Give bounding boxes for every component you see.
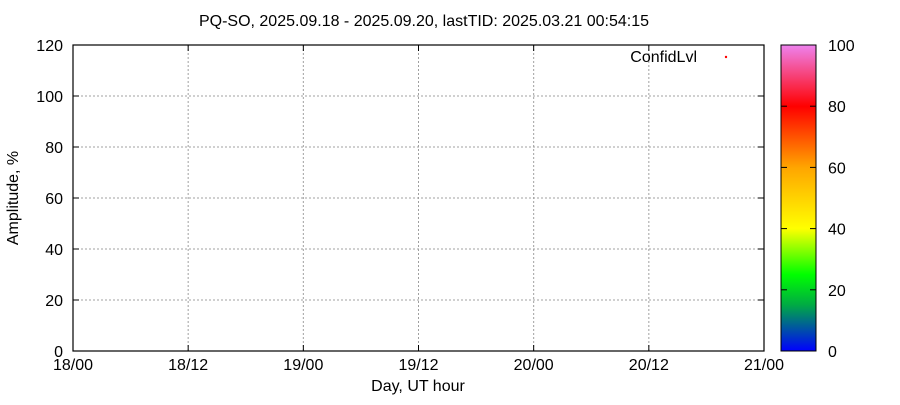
x-axis: 18/00 18/12 19/00 19/12 20/00 20/12 21/00 — [53, 45, 784, 374]
colorbar-tick-label: 60 — [828, 160, 846, 177]
colorbar-tick-label: 40 — [828, 222, 846, 239]
colorbar-tick-label: 20 — [828, 283, 846, 300]
x-tick-label: 20/12 — [629, 357, 669, 374]
colorbar — [780, 44, 817, 352]
colorbar-tick-label: 100 — [828, 38, 855, 55]
y-tick-label: 60 — [45, 191, 63, 208]
x-tick-label: 19/00 — [283, 357, 323, 374]
colorbar-tick-label: 0 — [828, 344, 837, 361]
x-tick-label: 19/12 — [398, 357, 438, 374]
y-tick-label: 0 — [54, 344, 63, 361]
legend-label: ConfidLvl — [630, 49, 697, 66]
colorbar-axis: 0 20 40 60 80 100 — [781, 38, 855, 361]
x-tick-label: 20/00 — [514, 357, 554, 374]
y-tick-label: 20 — [45, 293, 63, 310]
legend: ConfidLvl — [630, 49, 728, 66]
x-axis-label: Day, UT hour — [371, 378, 465, 395]
chart-title: PQ-SO, 2025.09.18 - 2025.09.20, lastTID:… — [199, 13, 649, 30]
y-tick-label: 80 — [45, 140, 63, 157]
x-tick-label: 18/12 — [168, 357, 208, 374]
colorbar-tick-label: 80 — [828, 99, 846, 116]
x-tick-label: 18/00 — [53, 357, 93, 374]
y-axis: 0 20 40 60 80 100 120 — [36, 38, 764, 361]
y-tick-label: 40 — [45, 242, 63, 259]
y-tick-label: 100 — [36, 89, 63, 106]
grid — [73, 45, 764, 351]
x-tick-label: 21/00 — [744, 357, 784, 374]
y-axis-label: Amplitude, % — [5, 151, 22, 245]
y-tick-label: 120 — [36, 38, 63, 55]
legend-marker — [724, 55, 728, 59]
